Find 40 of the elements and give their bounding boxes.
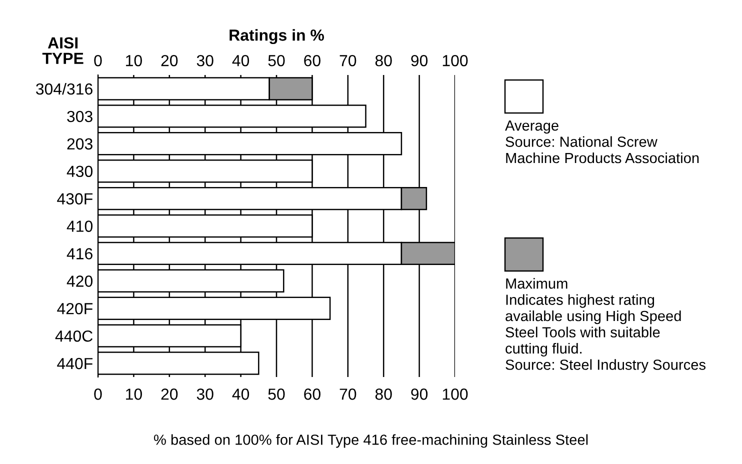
x-axis-title: Ratings in % <box>230 29 324 44</box>
x-tick-label: 40 <box>232 54 250 66</box>
y-tick-label: 410 <box>66 220 93 232</box>
y-tick-label: 440F <box>57 358 93 370</box>
x-tick-label: 100 <box>442 54 468 66</box>
x-tick-label: 60 <box>304 54 320 66</box>
x2-tick-label: 90 <box>411 388 428 400</box>
legend-label: Maximum <box>506 278 568 289</box>
y-tick-label: 304/316 <box>36 82 92 95</box>
x2-tick-label: 30 <box>196 388 214 400</box>
x-tick-label: 30 <box>196 54 214 66</box>
x2-tick-label: 100 <box>442 388 468 400</box>
y-tick-label: 430 <box>66 166 93 178</box>
x-tick-label: 90 <box>411 54 428 66</box>
y-tick-label: 440C <box>55 330 93 342</box>
x2-tick-label: 20 <box>161 388 178 400</box>
x-tick-label: 20 <box>161 54 178 66</box>
y-tick-label: 430F <box>57 193 93 204</box>
x-tick-label: 50 <box>268 54 285 66</box>
y-tick-label: 420 <box>66 276 93 287</box>
y-tick-label: 416 <box>66 248 92 260</box>
x2-tick-label: 60 <box>304 388 320 400</box>
text: Indicates highest rating available using High Speed Steel Tools with suitable cutting fluid. Source: Steel Industry Sources <box>506 294 706 373</box>
x2-tick-label: 0 <box>94 388 102 400</box>
x2-tick-label: 80 <box>375 388 392 400</box>
y-tick-label: 420F <box>57 303 93 314</box>
y-tick-label: 303 <box>67 110 92 122</box>
legend-label: Average <box>505 120 558 134</box>
y-tick-label: 203 <box>67 138 92 150</box>
x-tick-label: 10 <box>126 54 142 66</box>
x2-tick-label: 40 <box>232 388 250 400</box>
x-tick-label: 0 <box>94 54 102 66</box>
x-tick-label: 70 <box>340 54 356 66</box>
x2-tick-label: 70 <box>340 388 356 400</box>
x-tick-label: 80 <box>375 54 392 66</box>
x2-tick-label: 10 <box>126 388 142 400</box>
text: % based on 100% for AISI Type 416 free-machining Stainless Steel <box>154 434 588 448</box>
y-axis-title: AISI TYPE <box>42 37 84 64</box>
source-note: Source: National Screw Machine Products Association <box>506 136 699 164</box>
x2-tick-label: 50 <box>268 388 285 400</box>
